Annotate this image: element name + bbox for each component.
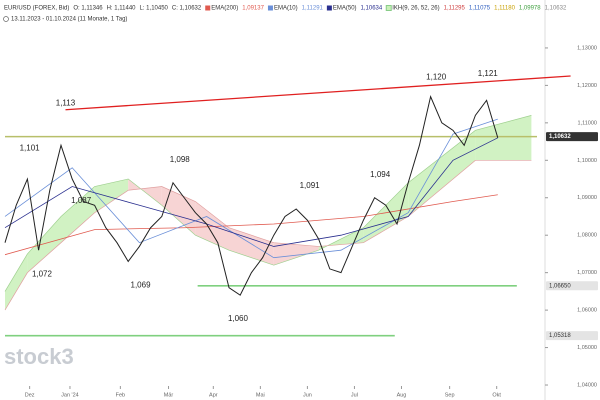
- x-tick-label: Aug: [397, 392, 407, 398]
- legend-value: 1,11295: [444, 6, 466, 12]
- price-annotation: 1,091: [300, 181, 321, 190]
- legend-value: 1,10632: [545, 6, 567, 12]
- price-annotation: 1,087: [71, 196, 92, 205]
- legend-value: 1,11180: [494, 6, 515, 12]
- x-tick-label: Jan '24: [61, 392, 79, 398]
- cloud-segment: [273, 242, 319, 266]
- x-tick-label: Jun: [303, 392, 312, 398]
- header-title: EUR/USD (FOREX, Bid): [4, 6, 69, 12]
- watermark: stock3: [4, 344, 74, 369]
- price-annotation: 1,098: [170, 155, 191, 164]
- cloud-segment: [27, 216, 61, 273]
- x-tick-label: Feb: [116, 392, 125, 398]
- y-tick-label: 1,13000: [577, 45, 597, 51]
- price-line: [4, 95, 499, 296]
- price-box: [546, 132, 598, 142]
- ema-line: [4, 194, 498, 256]
- legend-value: 1,11291: [302, 6, 324, 12]
- price-box: [546, 281, 598, 291]
- price-label: 1,10632: [549, 134, 571, 140]
- price-annotation: 1,101: [20, 144, 41, 153]
- legend-value: 1,10634: [361, 6, 383, 12]
- x-tick-label: Mär: [164, 392, 174, 398]
- y-tick-label: 1,11000: [578, 120, 597, 126]
- legend-value: 1,09978: [519, 6, 541, 12]
- x-tick-label: Sep: [445, 392, 455, 398]
- legend-value: 1,09137: [242, 6, 264, 12]
- ohlc-value: C: 1,10632: [172, 6, 202, 12]
- cloud-segment: [475, 115, 532, 161]
- trendline: [65, 75, 571, 111]
- cloud-line: [4, 115, 532, 292]
- price-annotation: 1,069: [131, 281, 152, 290]
- price-annotation: 1,072: [32, 269, 53, 278]
- y-tick-label: 1,10000: [577, 158, 597, 164]
- price-annotation: 1,121: [478, 69, 499, 78]
- legend-swatch: [385, 5, 392, 11]
- cloud-segment: [94, 179, 129, 213]
- cloud-segment: [5, 253, 28, 311]
- x-tick-label: Mai: [256, 392, 265, 398]
- price-annotation: 1,094: [370, 170, 391, 179]
- price-label: 1,05318: [549, 333, 571, 339]
- y-tick-label: 1,05000: [577, 345, 597, 351]
- legend-swatch: [267, 5, 273, 11]
- y-tick-label: 1,07000: [577, 270, 597, 276]
- ohlc-value: O: 1,11346: [73, 6, 103, 12]
- legend-name: EMA(200): [211, 6, 238, 12]
- legend-swatch: [205, 5, 211, 11]
- legend-value: 1,11075: [469, 6, 491, 12]
- legend-name: EMA(50): [333, 6, 357, 12]
- price-annotation: 1,060: [228, 314, 249, 323]
- y-tick-label: 1,08000: [577, 233, 597, 239]
- x-tick-label: Okt: [492, 392, 501, 398]
- ohlc-value: H: 1,11440: [107, 6, 137, 12]
- clock-icon: [3, 16, 9, 22]
- legend-swatch: [326, 5, 332, 11]
- legend-name: IKH(9, 26, 52, 26): [392, 6, 439, 12]
- x-tick-label: Jul: [351, 392, 358, 398]
- price-annotation: 1,113: [56, 99, 76, 108]
- x-tick-label: Apr: [209, 392, 218, 398]
- ohlc-value: L: 1,10450: [140, 6, 169, 12]
- price-box: [546, 331, 598, 341]
- y-tick-label: 1,04000: [577, 382, 597, 388]
- y-tick-label: 1,12000: [577, 83, 597, 89]
- y-tick-label: 1,06000: [577, 308, 597, 314]
- ema-line: [4, 137, 498, 247]
- price-annotation: 1,120: [426, 73, 447, 82]
- date-range: 13.11.2023 - 01.10.2024 (11 Monate, 1 Ta…: [11, 17, 127, 23]
- y-tick-label: 1,09000: [577, 195, 597, 201]
- price-label: 1,06650: [549, 283, 571, 289]
- legend-name: EMA(10): [274, 6, 298, 12]
- cloud-segment: [61, 186, 95, 243]
- x-tick-label: Dez: [25, 392, 35, 398]
- cloud-segment: [161, 186, 196, 236]
